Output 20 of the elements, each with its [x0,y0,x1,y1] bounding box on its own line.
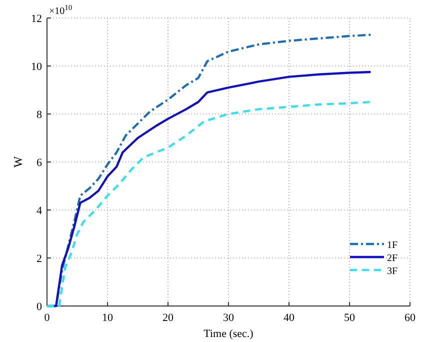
y-tick-label: 10 [31,61,42,73]
x-tick-label: 60 [404,312,416,324]
y-tick-label: 0 [36,301,42,313]
y-tick-label: 4 [36,205,42,217]
y-tick-label: 6 [36,157,42,169]
x-tick-label: 10 [102,312,114,324]
legend-label: 2F [387,253,398,264]
legend-label: 3F [387,266,398,277]
x-tick-label: 0 [44,312,50,324]
x-tick-label: 20 [162,312,174,324]
y-tick-label: 12 [31,13,42,25]
x-tick-label: 30 [223,312,234,324]
x-tick-label: 40 [284,312,295,324]
x-axis-title: Time (sec.) [204,328,254,340]
x-tick-label: 50 [344,312,356,324]
text: ×10$^{10}$ [49,2,72,17]
y-tick-label: 2 [36,253,42,265]
y-axis-title: W [11,156,25,168]
legend-label: 1F [387,240,398,251]
y-tick-label: 8 [36,109,42,121]
